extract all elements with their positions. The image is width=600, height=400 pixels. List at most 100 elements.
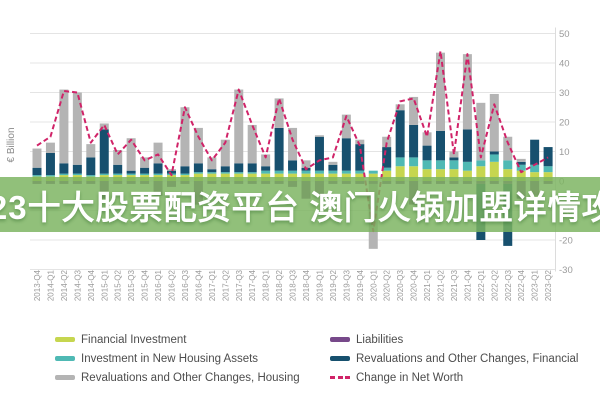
bar-segment [72, 164, 82, 174]
bar-segment [462, 129, 472, 162]
bar-segment [314, 136, 324, 171]
bar-segment [382, 170, 392, 181]
y-tick-label: 40 [559, 59, 570, 70]
bar-segment [72, 92, 82, 165]
bar-segment [86, 157, 96, 176]
bar-segment [489, 151, 499, 155]
x-tick-label: 2021-Q1 [423, 269, 432, 301]
bar-segment [436, 169, 445, 181]
promo-banner-text: 2023十大股票配资平台 澳门火锅加盟详情攻略 [0, 188, 600, 226]
bar-segment [341, 170, 351, 174]
bar-segment [382, 167, 392, 171]
legend-label: Change in Net Worth [356, 371, 464, 384]
bar-segment [153, 173, 163, 176]
x-tick-label: 2017-Q2 [221, 269, 230, 301]
bar-segment [368, 170, 378, 174]
bar-segment [234, 163, 244, 173]
bar-segment [140, 157, 150, 168]
x-tick-label: 2015-Q3 [127, 269, 136, 301]
bar-segment [59, 173, 69, 176]
bar-segment [516, 170, 526, 181]
bar-segment [261, 154, 271, 167]
bar-segment [140, 167, 150, 174]
legend-swatch-new-housing [55, 356, 75, 361]
x-tick-label: 2014-Q3 [73, 269, 82, 301]
bar-segment [126, 170, 136, 174]
bar-segment [409, 96, 419, 125]
bar-segment [314, 135, 324, 137]
bar-segment [126, 138, 136, 171]
bar-segment [449, 157, 459, 161]
bar-segment [234, 172, 244, 174]
legend-item-reval-housing: Revaluations and Other Changes, Housing [55, 368, 300, 387]
legend-label: Revaluations and Other Changes, Housing [81, 371, 300, 384]
x-tick-label: 2019-Q1 [315, 269, 324, 301]
x-tick-label: 2016-Q4 [194, 269, 203, 301]
bar-segment [86, 144, 96, 158]
bar-segment [476, 160, 486, 167]
bar-segment [207, 172, 217, 174]
bar-segment [489, 93, 499, 152]
x-tick-label: 2021-Q4 [463, 269, 472, 301]
x-tick-label: 2018-Q4 [302, 269, 311, 301]
x-tick-label: 2022-Q4 [517, 269, 526, 301]
bar-segment [422, 145, 432, 161]
bar-segment [113, 150, 123, 165]
bar-segment [341, 114, 351, 139]
chart: 50403020100-10-20-30€ Billion2013-Q42014… [6, 27, 573, 301]
bar-segment [99, 129, 109, 174]
x-tick-label: 2019-Q3 [342, 269, 351, 301]
bar-segment [180, 166, 190, 174]
bar-segment [543, 172, 553, 181]
bar-segment [247, 124, 257, 164]
x-tick-label: 2021-Q2 [437, 269, 446, 301]
bar-segment [220, 166, 230, 173]
bar-segment [247, 172, 257, 174]
x-tick-label: 2015-Q1 [100, 269, 109, 301]
legend-item-net-worth: Change in Net Worth [330, 368, 578, 387]
bar-segment [516, 164, 526, 171]
bar-segment [72, 173, 82, 176]
legend-item-reval-financial: Revaluations and Other Changes, Financia… [330, 349, 578, 368]
bar-segment [449, 169, 459, 181]
bar-segment [288, 160, 298, 171]
bar-segment [59, 89, 69, 164]
bar-segment [503, 136, 513, 161]
y-tick-label: -20 [559, 236, 573, 247]
bar-segment [476, 166, 486, 181]
legend-item-financial-investment: Financial Investment [55, 330, 300, 349]
bar-segment [395, 110, 405, 158]
bar-segment [530, 139, 540, 165]
bar-segment [180, 107, 190, 167]
bar-segment [220, 139, 230, 167]
x-tick-label: 2023-Q2 [544, 269, 553, 301]
legend-swatch-liabilities [330, 337, 350, 342]
bar-segment [234, 89, 244, 164]
bar-segment [193, 172, 203, 174]
bar-segment [462, 161, 472, 171]
bar-segment [126, 173, 136, 176]
bar-segment [261, 166, 271, 171]
bar-segment [409, 124, 419, 158]
x-tick-label: 2018-Q2 [275, 269, 284, 301]
bar-segment [409, 157, 419, 167]
bar-segment [207, 169, 217, 173]
legend-item-liabilities: Liabilities [330, 330, 578, 349]
bar-segment [261, 170, 271, 174]
bar-segment [45, 142, 55, 153]
x-tick-label: 2022-Q1 [477, 269, 486, 301]
bar-segment [422, 169, 432, 181]
bar-segment [395, 157, 405, 167]
x-tick-label: 2014-Q1 [46, 269, 55, 301]
bar-segment [543, 147, 553, 167]
x-tick-label: 2017-Q1 [208, 269, 217, 301]
bar-segment [207, 157, 217, 170]
bar-segment [355, 144, 365, 171]
bar-segment [45, 175, 55, 177]
x-tick-label: 2016-Q3 [181, 269, 190, 301]
bar-segment [314, 170, 324, 174]
promo-banner[interactable]: 2023十大股票配资平台 澳门火锅加盟详情攻略 [0, 177, 600, 232]
bar-segment [247, 163, 257, 173]
bar-segment [140, 173, 150, 176]
